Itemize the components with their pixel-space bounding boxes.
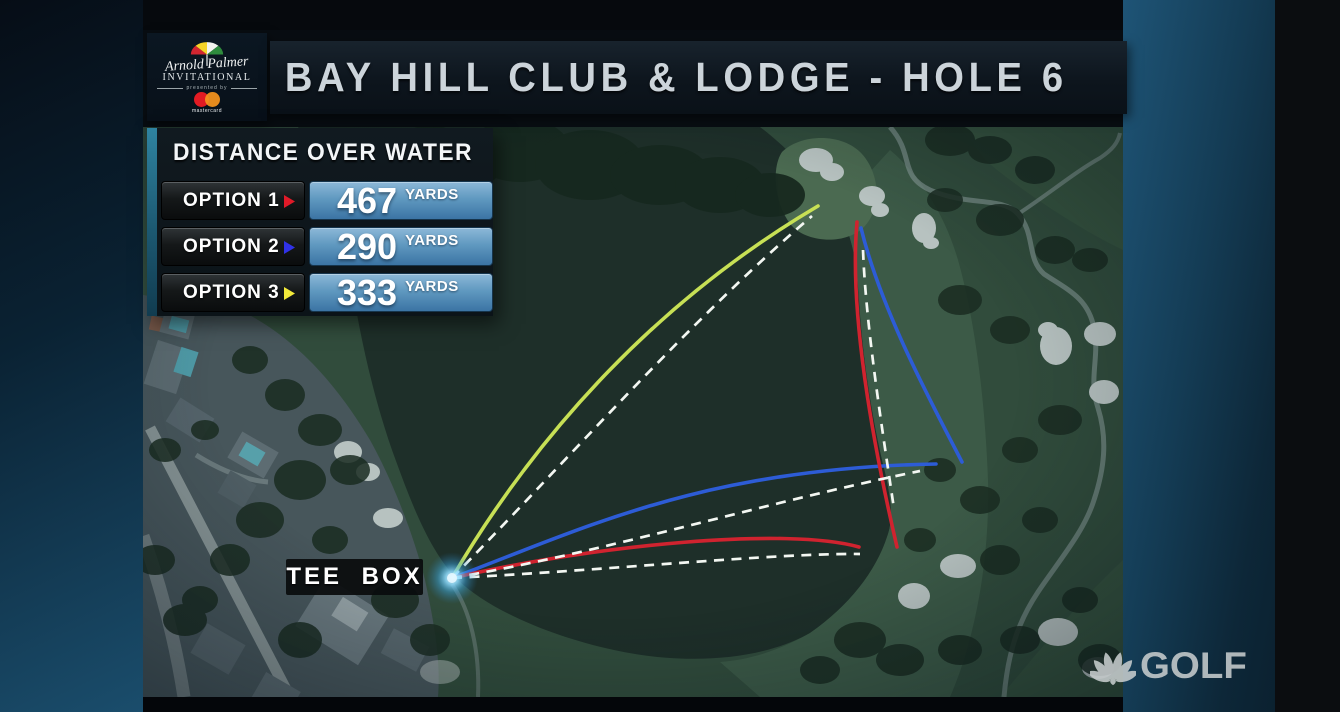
option-row-2: OPTION 2 290 YARDS — [161, 227, 493, 266]
option1-unit: YARDS — [405, 186, 459, 203]
mastercard-wordmark: mastercard — [191, 108, 222, 114]
presented-by-label: presented by — [157, 85, 258, 91]
option3-value: 333 — [337, 272, 398, 313]
option1-value: 467 — [337, 180, 398, 221]
option3-label: OPTION 3 — [183, 281, 280, 303]
tee-box-label: TEE BOX — [286, 559, 423, 595]
invitational-label: INVITATIONAL — [162, 72, 252, 83]
option1-value-box: 467 YARDS — [309, 181, 493, 220]
page-title: BAY HILL CLUB & LODGE - HOLE 6 — [284, 54, 1068, 100]
option1-label-box: OPTION 1 — [161, 181, 305, 220]
tournament-logo-box: Arnold Palmer INVITATIONAL presented by … — [147, 33, 267, 121]
option2-arrow-icon — [284, 241, 295, 254]
aerial-map — [135, 118, 1123, 712]
frame-band-far-right — [1275, 0, 1340, 712]
mastercard-circles-icon — [193, 92, 220, 107]
mastercard-logo: mastercard — [192, 92, 222, 114]
option3-unit: YARDS — [405, 278, 459, 295]
header-bar: BAY HILL CLUB & LODGE - HOLE 6 — [270, 41, 1127, 114]
option1-arrow-icon — [284, 195, 295, 208]
panel-accent-strip — [147, 128, 157, 316]
panel-title: DISTANCE OVER WATER — [173, 139, 473, 166]
distance-panel: DISTANCE OVER WATER OPTION 1 467 YARDS O… — [147, 128, 493, 316]
umbrella-icon — [190, 42, 224, 66]
option-rows: OPTION 1 467 YARDS OPTION 2 290 YA — [161, 181, 493, 319]
option-row-3: OPTION 3 333 YARDS — [161, 273, 493, 312]
option2-unit: YARDS — [405, 232, 459, 249]
option2-value-box: 290 YARDS — [309, 227, 493, 266]
option3-arrow-icon — [284, 287, 295, 300]
option2-label-box: OPTION 2 — [161, 227, 305, 266]
network-bug: GOLF — [1090, 645, 1247, 687]
option-row-1: OPTION 1 467 YARDS — [161, 181, 493, 220]
nbc-peacock-icon — [1090, 652, 1136, 686]
option2-value: 290 — [337, 226, 398, 267]
frame-band-top — [143, 0, 1123, 30]
option3-label-box: OPTION 3 — [161, 273, 305, 312]
frame-band-bottom — [143, 697, 1123, 712]
option3-value-box: 333 YARDS — [309, 273, 493, 312]
frame-band-right — [1123, 0, 1275, 712]
option2-label: OPTION 2 — [183, 235, 280, 257]
golf-wordmark: GOLF — [1140, 645, 1247, 686]
option1-label: OPTION 1 — [183, 189, 280, 211]
frame-band-left — [0, 0, 143, 712]
hole-map-svg — [135, 118, 1123, 712]
